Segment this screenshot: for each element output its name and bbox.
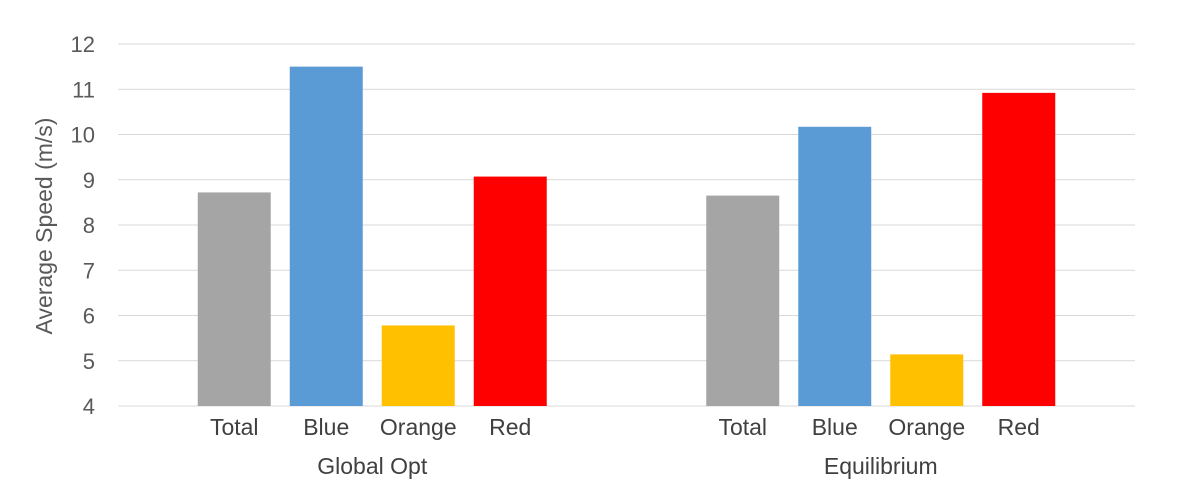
bar-global-opt-red: [473, 176, 547, 406]
bar-global-opt-blue: [289, 66, 363, 406]
bar-global-opt-orange: [381, 325, 455, 406]
category-label: Red: [998, 414, 1040, 440]
category-label: Orange: [380, 414, 457, 440]
gridlines: [118, 43, 1135, 407]
group-label: Global Opt: [317, 453, 428, 479]
category-label: Orange: [888, 414, 965, 440]
y-axis-ticks: 4 5 6 7 8 9 10 11 12: [71, 32, 95, 419]
group-labels: Global Opt Equilibrium: [317, 453, 937, 479]
bar-equilibrium-blue: [798, 126, 872, 407]
y-tick-label: 10: [71, 123, 95, 148]
y-tick-label: 4: [83, 394, 95, 419]
y-tick-label: 8: [83, 213, 95, 238]
category-label: Red: [489, 414, 531, 440]
category-label: Blue: [812, 414, 858, 440]
bars: [197, 66, 1056, 407]
y-tick-label: 11: [72, 77, 95, 102]
group-label: Equilibrium: [824, 453, 938, 479]
y-axis-title: Average Speed (m/s): [31, 118, 57, 335]
y-tick-label: 12: [71, 32, 95, 57]
category-labels: Total Blue Orange Red Total Blue Orange Red: [210, 414, 1040, 440]
y-tick-label: 6: [83, 304, 95, 329]
y-tick-label: 7: [83, 258, 95, 283]
bar-equilibrium-red: [982, 92, 1056, 407]
category-label: Total: [210, 414, 259, 440]
bar-global-opt-total: [197, 192, 271, 406]
bar-equilibrium-total: [706, 195, 780, 406]
y-tick-label: 5: [83, 349, 95, 374]
y-tick-label: 9: [83, 168, 95, 193]
category-label: Blue: [303, 414, 349, 440]
category-label: Total: [718, 414, 767, 440]
bar-equilibrium-orange: [890, 354, 964, 406]
